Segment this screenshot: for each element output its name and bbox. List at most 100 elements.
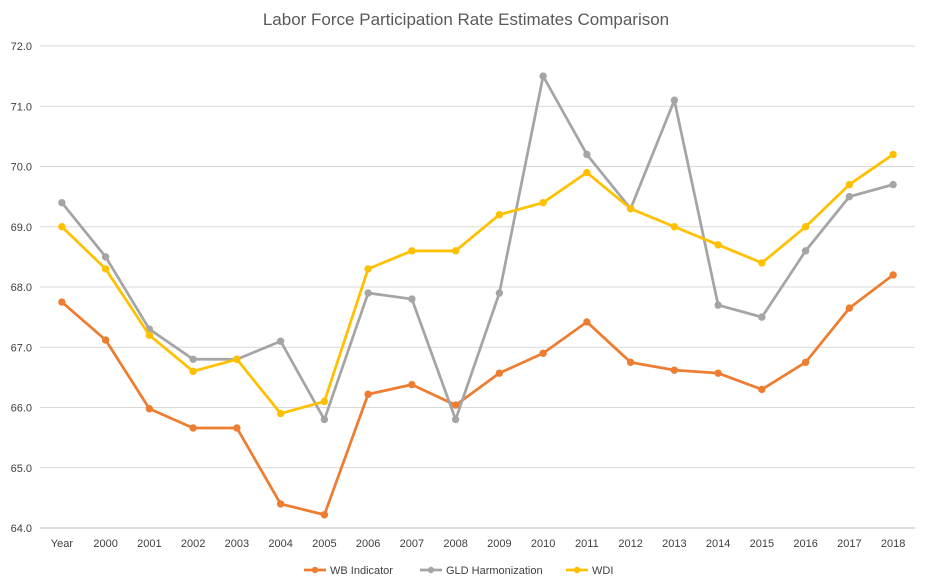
data-point <box>451 401 460 409</box>
data-point <box>845 304 854 312</box>
data-point <box>801 358 810 367</box>
data-point <box>714 301 722 309</box>
x-tick-label: 2018 <box>881 538 905 550</box>
series-2 <box>58 150 897 418</box>
data-point <box>233 424 241 432</box>
x-axis-ticks: Year 2000 2001 2002 2003 2004 2005 2006 2007 2008… <box>51 538 906 550</box>
series-1 <box>58 72 897 424</box>
y-tick-label: 67.0 <box>11 342 32 354</box>
data-point <box>670 96 679 104</box>
data-point <box>451 247 460 255</box>
data-point <box>539 349 547 357</box>
data-point <box>889 150 897 159</box>
data-point <box>495 369 504 377</box>
x-tick-label: 2003 <box>225 538 249 550</box>
y-tick-label: 65.0 <box>11 463 32 475</box>
y-tick-label: 71.0 <box>11 101 32 113</box>
x-tick-label: 2016 <box>793 538 817 550</box>
data-point <box>58 223 66 231</box>
x-tick-label: 2014 <box>706 538 730 550</box>
x-tick-label: 2010 <box>531 538 555 550</box>
legend-label: GLD Harmonization <box>446 565 543 577</box>
x-tick-label: 2007 <box>400 538 424 550</box>
y-tick-label: 64.0 <box>11 523 32 535</box>
data-point <box>145 331 154 339</box>
data-point <box>583 168 591 177</box>
data-point <box>801 223 810 231</box>
data-point <box>145 405 154 413</box>
data-point <box>233 355 241 363</box>
y-tick-label: 69.0 <box>11 222 32 234</box>
data-point <box>758 385 766 394</box>
data-point <box>583 150 591 159</box>
data-point <box>801 247 810 255</box>
data-point <box>889 271 897 279</box>
data-point <box>189 424 197 432</box>
data-point <box>364 265 372 273</box>
data-point <box>408 247 416 255</box>
legend-item: WDI <box>566 565 613 577</box>
data-point <box>408 295 416 303</box>
x-tick-label: 2015 <box>750 538 774 550</box>
legend-swatch-marker <box>311 566 319 574</box>
data-point <box>364 390 372 398</box>
x-tick-label: 2011 <box>575 538 599 550</box>
x-tick-label: 2005 <box>312 538 336 550</box>
data-point <box>101 336 110 344</box>
data-point <box>189 367 197 376</box>
y-tick-label: 66.0 <box>11 403 32 415</box>
data-point <box>539 72 547 80</box>
legend-label: WDI <box>592 565 613 577</box>
series-line <box>60 153 895 415</box>
legend-item: WB Indicator <box>304 565 393 577</box>
chart-title: Labor Force Participation Rate Estimates… <box>263 10 669 29</box>
data-point <box>495 289 504 297</box>
data-point <box>583 318 591 326</box>
x-tick-label: 2002 <box>181 538 205 550</box>
x-tick-label: 2009 <box>487 538 511 550</box>
y-tick-label: 72.0 <box>11 41 32 53</box>
data-point <box>276 500 285 508</box>
series-0 <box>58 271 897 519</box>
data-point <box>670 223 679 231</box>
data-point <box>758 313 766 321</box>
series-line <box>60 273 895 517</box>
data-point <box>845 180 854 189</box>
data-point <box>58 298 66 306</box>
x-tick-label: Year <box>51 538 74 550</box>
data-point <box>101 253 110 261</box>
gridlines <box>40 45 915 529</box>
data-point <box>408 380 416 389</box>
series-lines <box>58 72 897 519</box>
data-point <box>58 198 66 207</box>
y-axis-ticks: 64.0 65.0 66.0 67.0 68.0 69.0 70.0 71.0 72.0 <box>11 41 32 535</box>
data-point <box>626 358 635 367</box>
legend-item: GLD Harmonization <box>420 565 543 577</box>
legend-swatch-marker <box>427 566 435 574</box>
x-tick-label: 2001 <box>137 538 161 550</box>
data-point <box>714 369 722 377</box>
series-line <box>60 74 895 421</box>
data-point <box>189 355 197 363</box>
data-point <box>714 241 722 249</box>
x-tick-label: 2006 <box>356 538 380 550</box>
data-point <box>758 259 766 267</box>
data-point <box>845 192 854 201</box>
x-tick-label: 2004 <box>268 538 292 550</box>
x-tick-label: 2008 <box>443 538 467 550</box>
data-point <box>101 265 110 273</box>
data-point <box>889 180 897 189</box>
data-point <box>320 415 329 424</box>
data-point <box>276 337 285 345</box>
legend-swatch-marker <box>573 566 581 574</box>
y-tick-label: 68.0 <box>11 282 32 294</box>
data-point <box>626 204 635 213</box>
x-tick-label: 2000 <box>93 538 117 550</box>
data-point <box>451 415 460 424</box>
data-point <box>276 409 285 418</box>
data-point <box>539 198 547 207</box>
data-point <box>670 366 679 374</box>
data-point <box>320 511 329 519</box>
